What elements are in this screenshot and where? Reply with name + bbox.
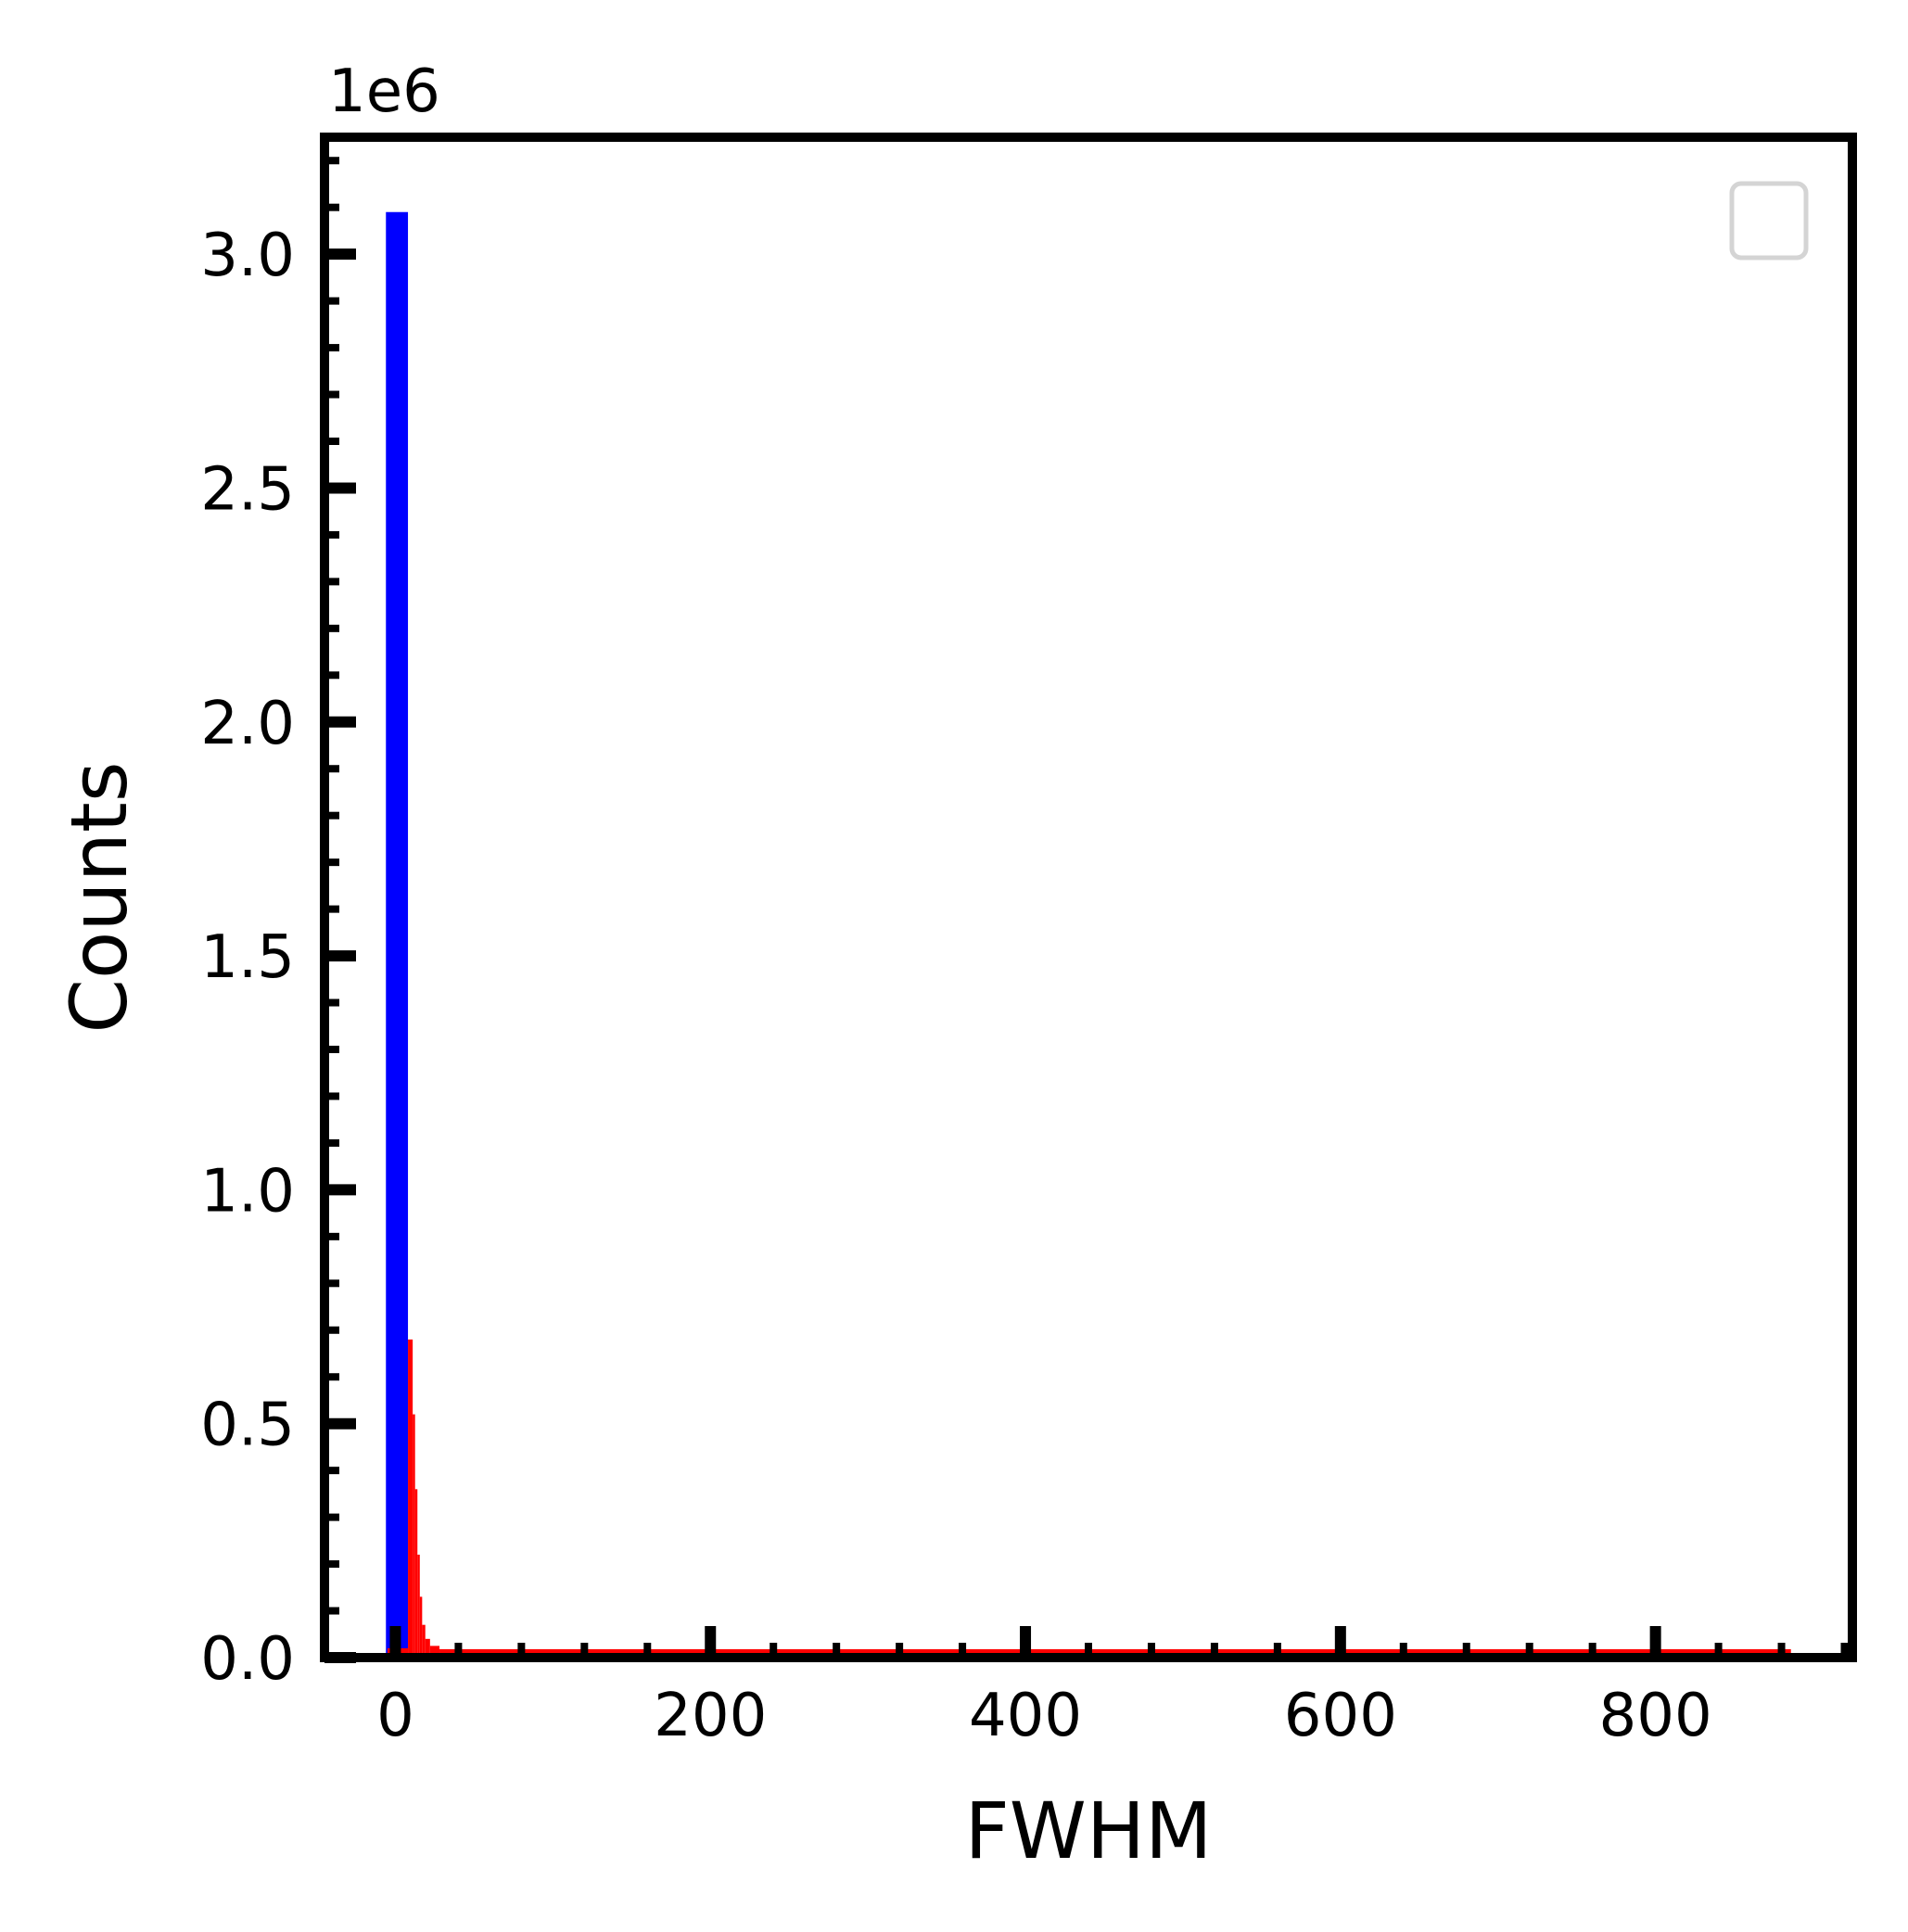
histogram-bar-series-1-bin-4: [417, 1554, 420, 1658]
histogram-bar-series-1-bin-1: [408, 1339, 413, 1658]
x-axis-label: FWHM: [964, 1786, 1212, 1876]
legend-box: [1729, 181, 1809, 261]
y-tick-label: 1.0: [200, 1157, 295, 1226]
histogram-bar-series-1-bin-7: [425, 1638, 430, 1658]
x-tick-label: 200: [654, 1682, 767, 1750]
histogram-bar-series-1-bin-3: [414, 1489, 418, 1658]
y-axis-label: Counts: [54, 761, 145, 1033]
y-tick-label: 0.0: [200, 1625, 295, 1694]
histogram-bars: [386, 211, 1791, 1658]
plot-frame: [320, 133, 1857, 1662]
x-tick-label: 600: [1284, 1682, 1397, 1750]
y-tick-labels: 0.0 0.5 1.0 1.5 2.0 2.5 3.0: [200, 222, 295, 1694]
y-tick-label: 2.0: [200, 690, 295, 758]
y-major-ticks: [324, 248, 356, 1663]
histogram-bar-series-1-bin-8: [429, 1646, 440, 1658]
x-tick-label: 800: [1599, 1682, 1712, 1750]
histogram-bar-series-1-bin-5: [419, 1596, 423, 1658]
histogram-bar-series-1-bin-6: [422, 1624, 426, 1658]
x-major-ticks: [389, 1626, 1661, 1658]
y-tick-label: 2.5: [200, 455, 295, 524]
x-tick-labels: 0 200 400 600 800: [376, 1682, 1712, 1750]
x-tick-label: 400: [969, 1682, 1082, 1750]
histogram-bar-series-0-bin-0: [386, 211, 409, 1658]
y-tick-label: 0.5: [200, 1392, 295, 1460]
y-offset-label: 1e6: [328, 57, 440, 126]
histogram-bar-series-1-bin-2: [413, 1414, 415, 1658]
y-tick-label: 3.0: [200, 222, 295, 290]
y-tick-label: 1.5: [200, 923, 295, 992]
x-tick-label: 0: [376, 1682, 414, 1750]
